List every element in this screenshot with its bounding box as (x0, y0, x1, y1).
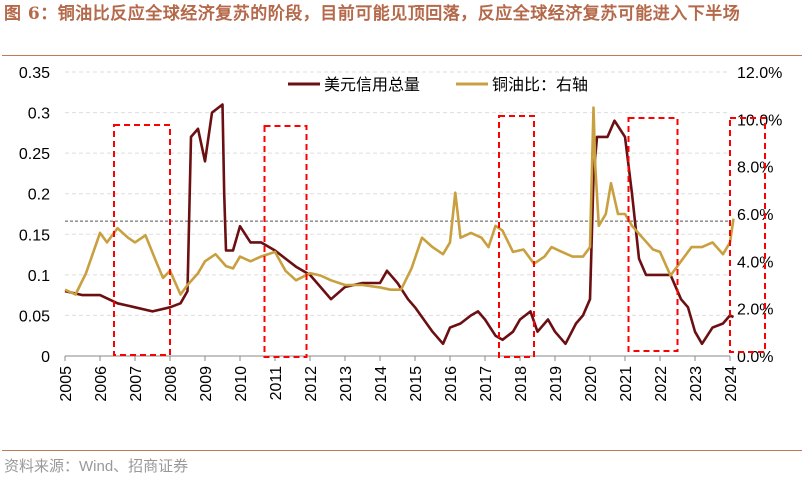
y-left-tick-label: 0 (41, 349, 50, 366)
series-line-usd-credit (64, 103, 735, 346)
legend-label: 铜油比：右轴 (492, 76, 588, 94)
y-right-tick-label: 4.0% (737, 254, 773, 271)
x-tick-label: 2019 (548, 366, 565, 402)
x-tick-label: 2020 (583, 366, 600, 402)
x-tick-label: 2016 (443, 366, 460, 402)
x-tick-label: 2023 (688, 366, 705, 402)
y-right-tick-label: 6.0% (737, 207, 773, 224)
x-tick-label: 2005 (58, 366, 75, 402)
series-line-copper-oil-ratio (64, 106, 735, 296)
y-left-tick-label: 0.3 (28, 106, 50, 123)
x-tick-label: 2015 (408, 366, 425, 402)
title-divider (2, 55, 802, 56)
x-tick-label: 2012 (303, 366, 320, 402)
y-left-tick-label: 0.2 (28, 187, 50, 204)
x-tick-label: 2024 (723, 366, 740, 402)
source-note: 资料来源：Wind、招商证券 (4, 458, 189, 475)
legend-label: 美元信用总量 (324, 76, 420, 94)
y-left-tick-label: 0.05 (19, 308, 50, 325)
y-right-tick-label: 0.0% (737, 349, 773, 366)
source-divider (2, 450, 802, 451)
y-left-tick-label: 0.1 (28, 268, 50, 285)
x-tick-label: 2010 (233, 366, 250, 402)
figure-title: 图 6：铜油比反应全球经济复苏的阶段，目前可能见顶回落，反应全球经济复苏可能进入… (4, 4, 741, 24)
x-tick-label: 2021 (618, 366, 635, 402)
x-tick-label: 2011 (268, 366, 285, 401)
chart: 0 0.05 0.1 0.15 0.2 0.25 0.3 0.35 0.0% 2.0% 4.0% 6.… (19, 65, 783, 402)
highlight-box (263, 125, 308, 358)
highlight-box (729, 117, 766, 353)
x-tick-label: 2006 (93, 366, 110, 402)
highlight-box (627, 117, 679, 352)
x-tick-label: 2017 (478, 366, 495, 402)
y-left-tick-label: 0.25 (19, 146, 50, 163)
x-tick-label: 2014 (373, 366, 390, 402)
x-tick-label: 2022 (653, 366, 670, 402)
y-right-tick-label: 12.0% (737, 65, 782, 82)
y-right-tick-label: 2.0% (737, 302, 773, 319)
x-tick-label: 2009 (198, 366, 215, 402)
x-tick-label: 2013 (338, 366, 355, 402)
highlight-box (113, 124, 171, 356)
y-right-tick-label: 10.0% (737, 112, 782, 129)
x-tick-label: 2018 (513, 366, 530, 402)
y-right-tick-label: 8.0% (737, 160, 773, 177)
x-tick-label: 2007 (128, 366, 145, 402)
x-tick-label: 2008 (163, 366, 180, 402)
highlight-box (498, 115, 535, 358)
y-left-tick-label: 0.15 (19, 227, 50, 244)
y-left-tick-label: 0.35 (19, 65, 50, 82)
